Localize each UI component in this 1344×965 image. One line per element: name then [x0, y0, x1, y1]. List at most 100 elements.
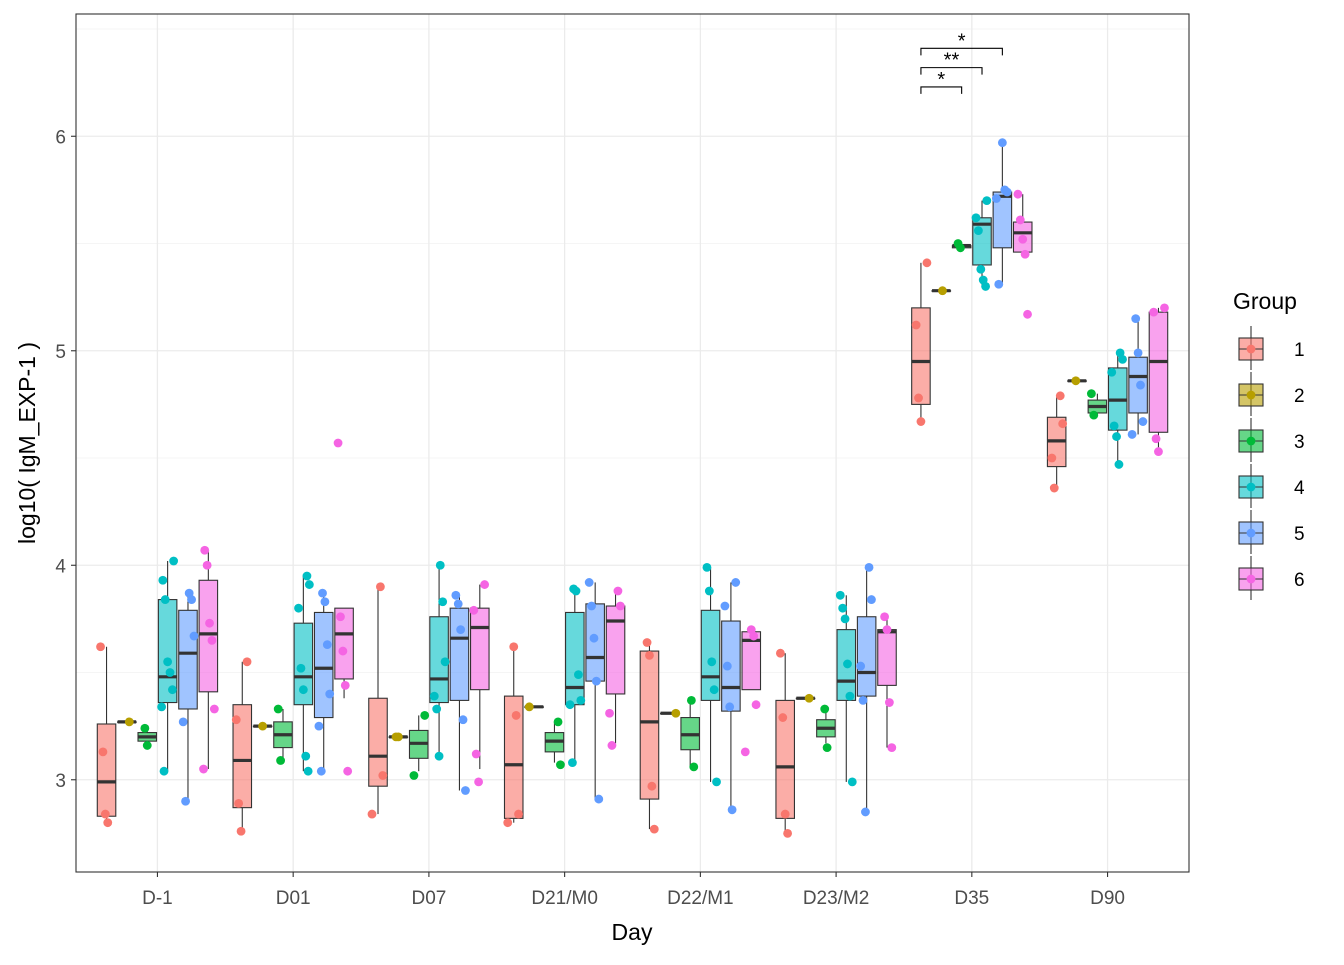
data-point: [276, 756, 285, 765]
x-tick-label: D23/M2: [803, 888, 870, 909]
data-point: [200, 545, 210, 555]
plot-panel-border: [75, 13, 1190, 873]
box-group-4: [565, 588, 585, 763]
data-point: [922, 258, 932, 268]
data-point: [613, 586, 623, 596]
box-group-3: [816, 708, 836, 744]
data-point: [882, 625, 892, 635]
y-tick-label: 5: [55, 342, 66, 363]
data-point: [740, 747, 750, 757]
data-point: [178, 717, 188, 727]
data-point: [1149, 307, 1159, 317]
data-point: [1118, 354, 1127, 364]
data-point: [571, 586, 581, 596]
data-point: [720, 601, 730, 611]
data-point: [589, 633, 599, 643]
data-point: [393, 732, 403, 742]
significance-bracket: [920, 47, 1003, 56]
data-point: [340, 680, 350, 690]
data-point: [1086, 389, 1096, 399]
data-point: [367, 809, 377, 819]
data-point: [469, 605, 479, 615]
legend-item-5: 5: [1238, 510, 1305, 554]
box-series: [96, 142, 1169, 834]
data-point: [822, 743, 832, 752]
data-point: [1114, 460, 1124, 469]
data-point: [556, 760, 565, 770]
data-point: [159, 766, 169, 776]
data-point: [325, 689, 335, 699]
x-tick-label: D01: [276, 888, 311, 909]
data-point: [514, 809, 523, 819]
data-point: [273, 704, 283, 714]
data-point: [1015, 215, 1025, 225]
box-body: [605, 605, 626, 695]
data-point: [847, 777, 857, 787]
box-group-5: [992, 142, 1013, 285]
legend-label: 4: [1294, 478, 1305, 499]
data-point: [96, 642, 105, 652]
data-point: [1020, 249, 1030, 259]
x-tick-label: D35: [954, 888, 989, 909]
legend-item-3: 3: [1238, 418, 1305, 462]
box-group-4: [836, 595, 857, 782]
data-point: [1131, 314, 1141, 323]
data-points: [96, 138, 1169, 838]
legend-item-6: 6: [1238, 556, 1305, 600]
data-point: [971, 213, 981, 223]
box-body: [293, 622, 314, 706]
data-point: [997, 138, 1007, 148]
data-point: [804, 693, 814, 703]
data-point: [169, 556, 179, 566]
data-point: [584, 578, 594, 587]
x-tick-label: D21/M0: [531, 888, 598, 909]
legend-label: 2: [1294, 386, 1305, 407]
data-point: [451, 590, 461, 600]
data-point: [938, 286, 947, 296]
data-point: [124, 717, 134, 727]
data-point: [858, 696, 868, 705]
data-point: [434, 751, 444, 761]
data-point: [704, 586, 714, 596]
data-point: [1133, 348, 1143, 358]
box-group-4: [700, 567, 721, 782]
data-point: [1071, 376, 1081, 386]
data-point: [160, 595, 170, 604]
box-body: [503, 695, 524, 819]
y-axis-title: log10( IgM_EXP-1 ): [14, 342, 40, 544]
box-group-1: [96, 646, 117, 823]
box-body: [334, 607, 354, 680]
data-point: [607, 741, 617, 750]
data-point: [320, 597, 330, 607]
x-tick-label: D90: [1090, 888, 1125, 909]
data-point: [471, 749, 481, 759]
legend-key-point: [1246, 436, 1256, 446]
y-tick-label: 3: [55, 771, 66, 792]
data-point: [775, 648, 785, 658]
box-group-4: [293, 575, 314, 772]
box-group-4: [157, 560, 178, 772]
data-point: [98, 747, 108, 757]
data-point: [911, 320, 921, 330]
box-group-3: [408, 715, 429, 772]
data-point: [236, 826, 246, 836]
box-body: [565, 611, 585, 706]
data-point: [647, 781, 657, 791]
data-point: [725, 702, 735, 712]
data-point: [209, 704, 219, 714]
data-point: [453, 599, 463, 609]
data-point: [189, 631, 199, 641]
data-point: [158, 575, 168, 585]
data-point: [202, 560, 212, 570]
data-point: [867, 595, 876, 604]
data-point: [199, 764, 208, 774]
data-point: [751, 700, 761, 710]
legend-title: Group: [1233, 288, 1297, 314]
x-axis: D-1 D01 D07 D21/M0 D22/M1 D23/M2 D35 D90: [142, 872, 1125, 909]
data-point: [820, 704, 830, 714]
x-tick-label: D22/M1: [667, 888, 734, 909]
data-point: [982, 196, 992, 206]
box-body: [449, 607, 470, 701]
box-body: [470, 607, 490, 691]
